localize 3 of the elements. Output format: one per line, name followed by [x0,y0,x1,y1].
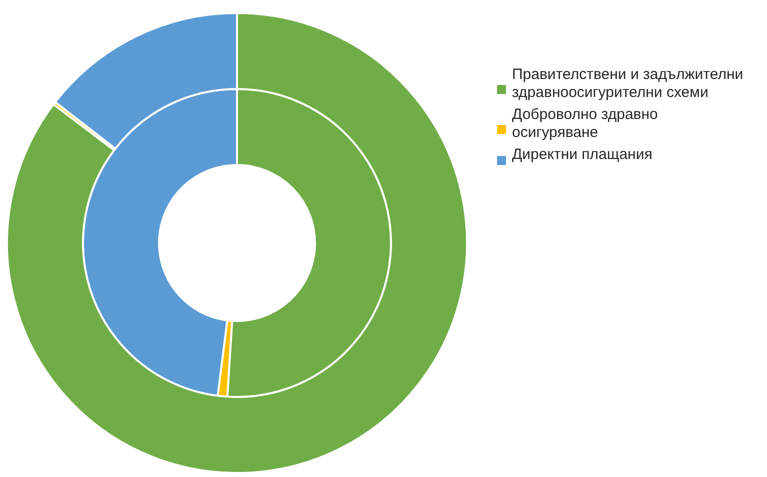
legend-label: Правителствени и задължителни здравноосигурителни схеми [512,66,744,101]
legend-label: Директни плащания [512,146,652,163]
legend-label: Доброволно здравно осигуряване [512,106,658,141]
